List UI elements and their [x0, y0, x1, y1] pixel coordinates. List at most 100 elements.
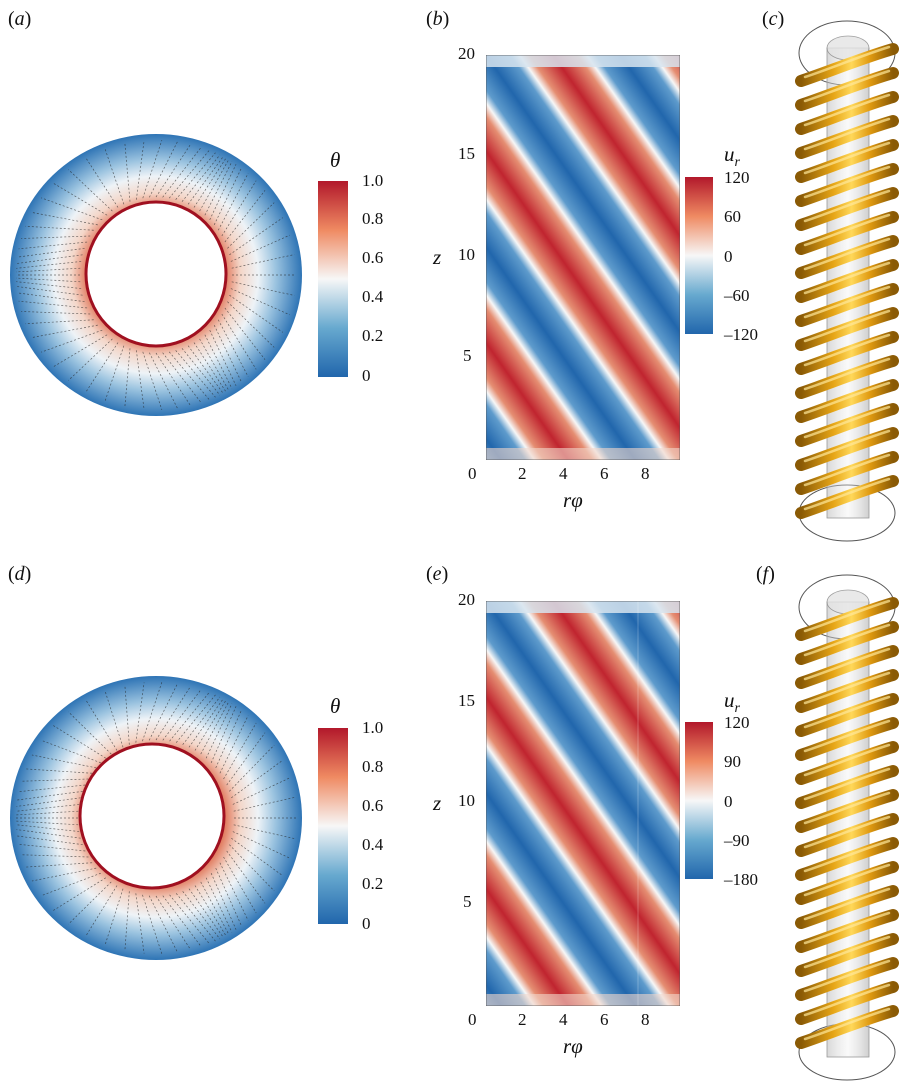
- colorbar-title-ur: ur: [724, 688, 740, 717]
- colorbar-tick: –120: [724, 325, 758, 344]
- tube-highlight: [803, 887, 891, 921]
- velocity-vector: [193, 342, 227, 393]
- helical-tube: [795, 379, 899, 423]
- colorbar-title-ur: ur: [724, 142, 740, 171]
- velocity-vector: [85, 157, 119, 208]
- velocity-vector: [229, 217, 283, 256]
- colorbar-title-theta: θ: [330, 694, 341, 718]
- tube-highlight: [803, 839, 891, 873]
- velocity-vector: [17, 790, 83, 801]
- panel-label-a: (a): [8, 8, 32, 30]
- velocity-vector: [187, 156, 224, 205]
- velocity-vector: [219, 715, 249, 774]
- x-tick-label: 8: [641, 464, 650, 483]
- velocity-vector: [232, 777, 290, 805]
- velocity-vector: [18, 843, 86, 852]
- velocity-vector: [41, 197, 103, 221]
- velocity-vector: [224, 190, 266, 243]
- colorbar-theta: [318, 728, 348, 924]
- velocity-vector: [187, 345, 224, 394]
- x-tick-label: 0: [468, 1010, 477, 1029]
- velocity-vector: [85, 885, 118, 936]
- velocity-vector: [31, 867, 97, 882]
- helical-tube: [795, 355, 899, 399]
- helical-tube: [795, 1005, 899, 1049]
- helical-tube: [795, 235, 899, 279]
- tube-highlight: [803, 815, 891, 849]
- y-tick-label: 10: [458, 245, 475, 264]
- colorbar-title-theta: θ: [330, 148, 341, 172]
- helical-tube: [795, 115, 899, 159]
- y-tick-label: 20: [458, 590, 475, 609]
- velocity-vector: [155, 895, 191, 950]
- velocity-vector: [25, 768, 93, 774]
- velocity-vector: [168, 351, 210, 401]
- colorbar-tick: 0: [724, 792, 733, 811]
- tube-highlight: [803, 357, 891, 391]
- velocity-vector: [217, 319, 249, 377]
- tube-highlight: [803, 333, 891, 367]
- velocity-vector: [31, 324, 98, 338]
- velocity-vector: [227, 301, 275, 348]
- colorbar-tick: 0.4: [362, 287, 384, 306]
- velocity-vector: [53, 182, 108, 216]
- velocity-vector: [18, 241, 88, 250]
- velocity-vector: [162, 895, 202, 947]
- velocity-vector: [53, 334, 108, 368]
- helical-tube: [795, 621, 899, 665]
- helical-tube: [795, 765, 899, 809]
- tube-highlight: [803, 261, 891, 295]
- velocity-vector: [18, 784, 86, 793]
- tube-highlight: [803, 1007, 891, 1041]
- helical-tube: [795, 885, 899, 929]
- velocity-vector: [221, 313, 257, 370]
- helical-tube: [795, 475, 899, 519]
- velocity-vector: [104, 888, 124, 945]
- colorbar-tick: 120: [724, 168, 750, 187]
- velocity-vector: [16, 286, 83, 296]
- annulus-plot-a: [10, 134, 302, 416]
- velocity-vector: [16, 797, 81, 807]
- tube-highlight: [803, 45, 891, 79]
- helical-tube: [795, 741, 899, 785]
- velocity-vector: [229, 294, 283, 333]
- tube-highlight: [803, 93, 891, 127]
- velocity-vector: [21, 778, 89, 782]
- helical-tube: [795, 163, 899, 207]
- helical-tube: [795, 451, 899, 495]
- colorbar-tick: 60: [724, 207, 741, 226]
- panel-label-e: (e): [426, 563, 449, 585]
- velocity-vector: [16, 804, 80, 812]
- velocity-vector: [155, 144, 191, 198]
- velocity-vector: [124, 143, 131, 202]
- helical-tube: [795, 67, 899, 111]
- velocity-vector: [16, 261, 82, 269]
- velocity-vector: [224, 307, 266, 360]
- tube-highlight: [803, 381, 891, 415]
- colorbar-tick: –180: [724, 870, 758, 889]
- tube-highlight: [803, 719, 891, 753]
- colorbar-ur: [685, 177, 713, 334]
- velocity-vector: [155, 686, 191, 741]
- heatmap-b: [486, 55, 680, 460]
- tube-highlight: [803, 141, 891, 175]
- y-axis-label: z: [433, 791, 442, 815]
- velocity-vector: [231, 254, 295, 269]
- velocity-vector: [17, 247, 85, 258]
- colorbar-tick: 1.0: [362, 171, 384, 190]
- helical-tube: [795, 693, 899, 737]
- x-tick-label: 6: [600, 1010, 609, 1029]
- velocity-vector: [169, 692, 210, 742]
- tube-highlight: [803, 767, 891, 801]
- x-tick-label: 0: [468, 464, 477, 483]
- panel-label-d: (d): [8, 563, 32, 585]
- helical-tube: [795, 427, 899, 471]
- x-tick-label: 6: [600, 464, 609, 483]
- y-tick-label: 15: [458, 691, 475, 710]
- velocity-vector: [229, 844, 275, 892]
- helical-tube: [795, 861, 899, 905]
- colorbar-tick: 0: [362, 914, 371, 933]
- velocity-vector: [41, 872, 101, 897]
- velocity-vector: [229, 744, 275, 792]
- velocity-vector: [215, 710, 242, 769]
